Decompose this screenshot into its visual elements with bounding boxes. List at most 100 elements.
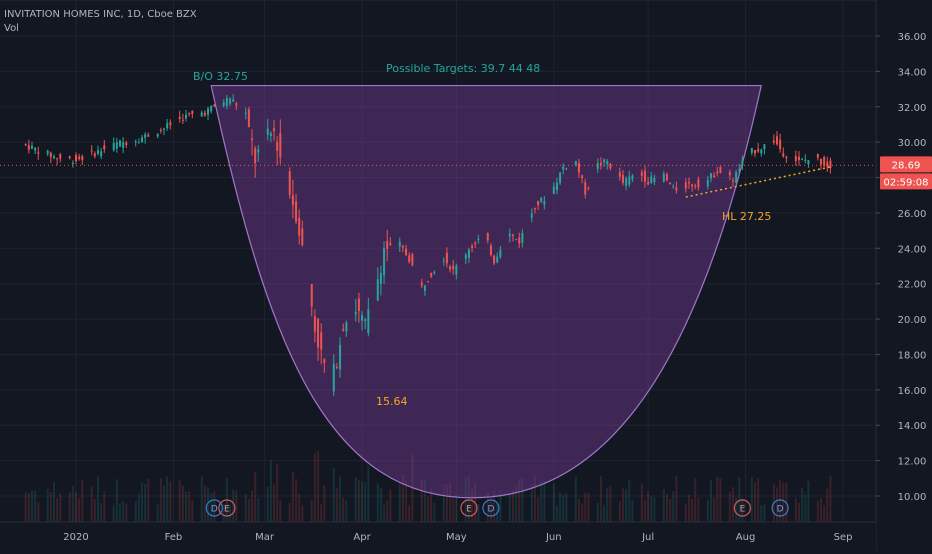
- volume-bar: [697, 497, 700, 522]
- candle-body: [147, 134, 150, 137]
- volume-bar: [829, 475, 832, 522]
- candle-body: [125, 142, 128, 145]
- candle-body: [552, 186, 555, 194]
- volume-bar: [75, 492, 77, 522]
- volume-bar: [640, 483, 643, 522]
- earnings-marker: [733, 499, 752, 517]
- volume-bar: [489, 498, 492, 522]
- volume-bar: [134, 501, 137, 522]
- volume-bar: [408, 505, 411, 522]
- x-tick-label: Apr: [353, 532, 371, 543]
- volume-bar: [584, 492, 587, 522]
- volume-bar: [24, 492, 27, 522]
- volume-bar: [757, 478, 760, 522]
- candle-body: [279, 133, 282, 158]
- candle-body: [100, 151, 103, 157]
- candle-body: [78, 156, 81, 160]
- candle-body: [90, 150, 93, 152]
- candle-body: [430, 272, 433, 277]
- volume-bar: [93, 498, 96, 522]
- candle-body: [499, 249, 502, 257]
- candle-body: [574, 160, 577, 166]
- candle-body: [30, 145, 33, 149]
- volume-bar: [163, 485, 166, 522]
- x-axis: 2020 Feb Mar Apr May Jun Jul Aug Sep: [0, 521, 876, 550]
- volume-bar: [731, 487, 734, 522]
- candle-body: [376, 279, 379, 301]
- volume-bar: [719, 477, 722, 522]
- volume-bar: [565, 493, 568, 522]
- volume-bar: [709, 480, 712, 522]
- earnings-marker: [218, 499, 236, 517]
- candle-body: [672, 186, 675, 188]
- volume-bar: [486, 492, 489, 522]
- dividend-marker-label: D: [211, 505, 218, 515]
- volume-bar: [210, 492, 213, 522]
- candle-body: [735, 172, 738, 183]
- candle-body: [144, 134, 147, 138]
- grid-lines: [0, 0, 876, 522]
- volume-bar: [427, 496, 430, 522]
- volume-bar: [694, 478, 697, 522]
- volume-bar: [669, 499, 672, 522]
- candle-body: [389, 242, 392, 245]
- candle-body: [320, 332, 323, 350]
- y-tick-label: 32.00: [898, 103, 927, 114]
- candle-body: [207, 108, 210, 115]
- volume-bar: [320, 504, 323, 522]
- candle-body: [738, 168, 741, 171]
- candle-body: [760, 149, 763, 154]
- volume-bar: [596, 502, 599, 522]
- candle-body: [364, 319, 367, 322]
- volume-bar: [540, 481, 543, 522]
- candle-body: [232, 99, 235, 102]
- candle-body: [156, 134, 159, 137]
- volume-bar: [323, 485, 326, 522]
- volume-bar: [213, 490, 216, 522]
- volume-bar: [361, 481, 364, 522]
- volume-bar: [37, 501, 40, 522]
- x-axis-background: [0, 522, 876, 550]
- volume-bar: [621, 488, 624, 522]
- y-tick-label: 22.00: [898, 280, 927, 291]
- dividend-marker: [771, 499, 789, 517]
- volume-bar: [364, 482, 367, 522]
- volume-bar: [147, 478, 150, 522]
- possible-targets-label: Possible Targets: 39.7 44 48: [386, 62, 540, 75]
- breakout-label: B/O 32.75: [193, 70, 248, 83]
- candle-body: [49, 152, 52, 158]
- candle-body: [584, 182, 587, 195]
- volume-bar: [653, 497, 656, 522]
- candle-body: [433, 271, 436, 273]
- candle-body: [697, 179, 700, 188]
- volume-bar: [291, 471, 294, 522]
- volume-bar: [760, 505, 763, 522]
- last-price-badge: [880, 156, 932, 173]
- candle-body: [455, 265, 458, 275]
- volume-bar: [521, 478, 524, 522]
- candle-body: [581, 175, 584, 179]
- candle-body: [269, 133, 272, 136]
- candle-body: [716, 171, 719, 174]
- volume-bar: [618, 501, 621, 522]
- volume-bar: [339, 476, 342, 522]
- candle-body: [709, 173, 712, 179]
- candle-body: [310, 284, 313, 307]
- candle-body: [411, 254, 414, 266]
- candle-body: [345, 322, 348, 332]
- x-tick-label: Jul: [641, 532, 654, 543]
- volume-bar: [46, 488, 49, 522]
- volume-bar: [609, 486, 612, 522]
- volume-bar: [222, 504, 225, 522]
- candle-body: [684, 182, 687, 189]
- volume-bar: [301, 505, 304, 522]
- candle-body: [357, 298, 360, 312]
- volume-bar: [34, 490, 37, 522]
- candles: [24, 94, 832, 397]
- candle-body: [442, 260, 445, 262]
- candle-body: [687, 181, 690, 184]
- candle-body: [354, 312, 357, 315]
- volume-bar: [203, 485, 206, 522]
- volume-bar: [675, 475, 678, 522]
- candle-body: [775, 136, 778, 145]
